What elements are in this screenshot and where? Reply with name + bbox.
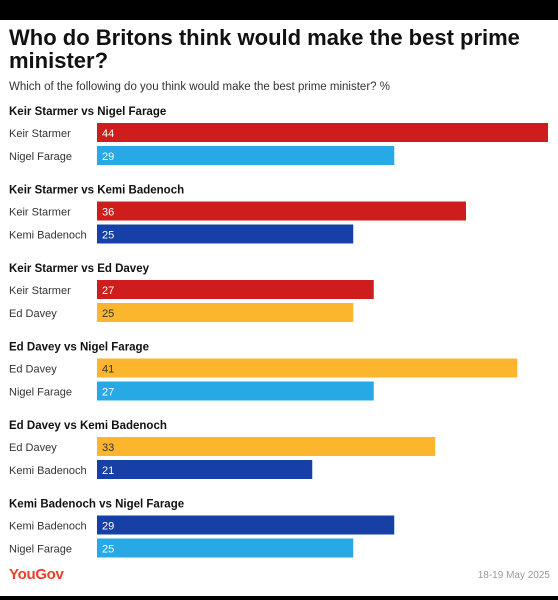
bar-category-label: Ed Davey <box>9 308 57 320</box>
group-title: Keir Starmer vs Nigel Farage <box>9 106 166 118</box>
chart-subtitle: Which of the following do you think woul… <box>9 81 390 93</box>
bar <box>97 201 466 221</box>
bar-category-label: Nigel Farage <box>9 387 72 399</box>
bar-value-label: 36 <box>102 207 114 219</box>
bar-category-label: Keir Starmer <box>9 285 71 297</box>
bar-chart: Keir Starmer vs Nigel Farage Keir Starmer… <box>9 106 548 558</box>
survey-date: 18-19 May 2025 <box>477 570 550 581</box>
bar-category-label: Kemi Badenoch <box>9 230 87 242</box>
bar-value-label: 41 <box>102 364 114 376</box>
bar <box>97 280 374 299</box>
bar-value-label: 25 <box>102 230 114 242</box>
bar-value-label: 44 <box>102 128 114 140</box>
bar <box>97 146 395 165</box>
bar <box>97 224 354 244</box>
group-title: Ed Davey vs Kemi Badenoch <box>9 420 167 432</box>
bar-value-label: 25 <box>102 544 114 556</box>
bar-value-label: 21 <box>102 465 114 477</box>
bar <box>97 538 354 558</box>
bar-category-label: Keir Starmer <box>9 207 71 219</box>
bar-category-label: Ed Davey <box>9 442 57 454</box>
bar-category-label: Kemi Badenoch <box>9 521 87 533</box>
bar <box>97 515 395 535</box>
bar-category-label: Nigel Farage <box>9 151 72 163</box>
chart-card: Who do Britons think would make the best… <box>0 20 558 596</box>
bar-category-label: Keir Starmer <box>9 128 71 140</box>
bar <box>97 437 436 456</box>
group-title: Keir Starmer vs Ed Davey <box>9 263 150 275</box>
bar-category-label: Kemi Badenoch <box>9 465 87 477</box>
bar <box>97 381 374 401</box>
bar-value-label: 29 <box>102 521 114 533</box>
bar-value-label: 29 <box>102 151 114 163</box>
bar <box>97 460 313 479</box>
bar-value-label: 27 <box>102 387 114 399</box>
bar <box>97 303 354 322</box>
bar-category-label: Ed Davey <box>9 364 57 376</box>
bar-value-label: 33 <box>102 442 114 454</box>
bar <box>97 358 518 378</box>
group-title: Keir Starmer vs Kemi Badenoch <box>9 185 184 197</box>
bar-value-label: 27 <box>102 285 114 297</box>
group-title: Kemi Badenoch vs Nigel Farage <box>9 499 184 511</box>
bar-category-label: Nigel Farage <box>9 544 72 556</box>
bar <box>97 123 548 142</box>
group-title: Ed Davey vs Nigel Farage <box>9 342 149 354</box>
yougov-logo: YouGov <box>9 566 64 583</box>
chart-title: Who do Britons think would make the best… <box>9 25 520 73</box>
bar-value-label: 25 <box>102 308 114 320</box>
